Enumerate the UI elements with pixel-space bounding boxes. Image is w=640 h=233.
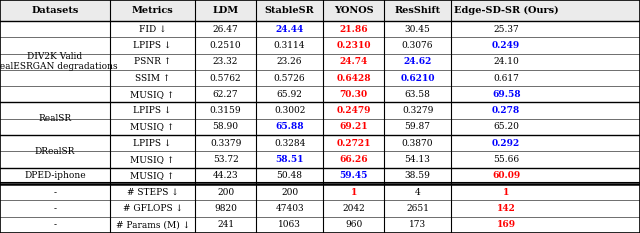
Text: 70.30: 70.30 bbox=[340, 90, 367, 99]
Text: StableSR: StableSR bbox=[265, 6, 314, 15]
Text: 65.88: 65.88 bbox=[275, 123, 304, 131]
Text: 4: 4 bbox=[415, 188, 420, 197]
Text: 58.90: 58.90 bbox=[212, 123, 239, 131]
Text: 142: 142 bbox=[497, 204, 516, 213]
Text: MUSIQ ↑: MUSIQ ↑ bbox=[131, 171, 175, 180]
Text: 21.86: 21.86 bbox=[339, 24, 368, 34]
Text: PSNR ↑: PSNR ↑ bbox=[134, 57, 172, 66]
Text: SSIM ↑: SSIM ↑ bbox=[135, 73, 170, 82]
Text: 59.87: 59.87 bbox=[404, 123, 431, 131]
Text: 0.249: 0.249 bbox=[492, 41, 520, 50]
Text: 65.92: 65.92 bbox=[276, 90, 303, 99]
Text: 24.62: 24.62 bbox=[403, 57, 432, 66]
Text: 0.292: 0.292 bbox=[492, 139, 520, 148]
Text: 62.27: 62.27 bbox=[212, 90, 239, 99]
Text: # Params (M) ↓: # Params (M) ↓ bbox=[116, 220, 189, 229]
Text: 200: 200 bbox=[217, 188, 234, 197]
Text: Edge-SD-SR (Ours): Edge-SD-SR (Ours) bbox=[454, 6, 559, 15]
Text: 0.2721: 0.2721 bbox=[337, 139, 371, 148]
Text: 0.3379: 0.3379 bbox=[210, 139, 241, 148]
Text: 55.66: 55.66 bbox=[493, 155, 519, 164]
Text: 66.26: 66.26 bbox=[339, 155, 368, 164]
Text: 47403: 47403 bbox=[275, 204, 304, 213]
Text: 0.3114: 0.3114 bbox=[274, 41, 305, 50]
Text: 63.58: 63.58 bbox=[404, 90, 431, 99]
Text: 0.5762: 0.5762 bbox=[210, 73, 241, 82]
Text: 0.2510: 0.2510 bbox=[210, 41, 241, 50]
Text: MUSIQ ↑: MUSIQ ↑ bbox=[131, 123, 175, 131]
Text: 0.3279: 0.3279 bbox=[402, 106, 433, 115]
Text: ResShift: ResShift bbox=[394, 6, 441, 15]
Text: 1: 1 bbox=[503, 188, 509, 197]
Text: LPIPS ↓: LPIPS ↓ bbox=[134, 139, 172, 148]
Text: 0.6210: 0.6210 bbox=[401, 73, 435, 82]
Text: 69.58: 69.58 bbox=[492, 90, 520, 99]
Text: 24.10: 24.10 bbox=[493, 57, 519, 66]
Text: 58.51: 58.51 bbox=[275, 155, 304, 164]
Text: -: - bbox=[54, 188, 56, 197]
Text: 38.59: 38.59 bbox=[404, 171, 431, 180]
Text: 0.3284: 0.3284 bbox=[274, 139, 305, 148]
Text: 169: 169 bbox=[497, 220, 516, 229]
Text: -: - bbox=[54, 204, 56, 213]
Text: 0.3159: 0.3159 bbox=[210, 106, 241, 115]
Text: 0.5726: 0.5726 bbox=[274, 73, 305, 82]
Text: 241: 241 bbox=[217, 220, 234, 229]
Text: 60.09: 60.09 bbox=[492, 171, 520, 180]
Text: 23.32: 23.32 bbox=[213, 57, 238, 66]
Text: # GFLOPS ↓: # GFLOPS ↓ bbox=[123, 204, 182, 213]
Text: 54.13: 54.13 bbox=[404, 155, 431, 164]
Text: Datasets: Datasets bbox=[31, 6, 79, 15]
Text: 1: 1 bbox=[351, 188, 356, 197]
Text: 50.48: 50.48 bbox=[276, 171, 303, 180]
Text: 2651: 2651 bbox=[406, 204, 429, 213]
Text: 200: 200 bbox=[281, 188, 298, 197]
Text: 24.74: 24.74 bbox=[339, 57, 368, 66]
Text: 0.6428: 0.6428 bbox=[336, 73, 371, 82]
Bar bbox=[0, 0, 640, 21]
Text: DPED-iphone: DPED-iphone bbox=[24, 171, 86, 180]
Text: LPIPS ↓: LPIPS ↓ bbox=[134, 41, 172, 50]
Text: DIV2K Valid
RealESRGAN degradations: DIV2K Valid RealESRGAN degradations bbox=[0, 52, 117, 71]
Text: 0.3870: 0.3870 bbox=[402, 139, 433, 148]
Text: 960: 960 bbox=[345, 220, 362, 229]
Text: 30.45: 30.45 bbox=[404, 24, 431, 34]
Text: # STEPS ↓: # STEPS ↓ bbox=[127, 188, 179, 197]
Text: -: - bbox=[54, 220, 56, 229]
Text: 2042: 2042 bbox=[342, 204, 365, 213]
Text: 1063: 1063 bbox=[278, 220, 301, 229]
Text: LPIPS ↓: LPIPS ↓ bbox=[134, 106, 172, 115]
Text: 0.3002: 0.3002 bbox=[274, 106, 305, 115]
Text: 25.37: 25.37 bbox=[493, 24, 519, 34]
Text: 65.20: 65.20 bbox=[493, 123, 519, 131]
Text: 173: 173 bbox=[409, 220, 426, 229]
Text: FID ↓: FID ↓ bbox=[139, 24, 166, 34]
Text: 24.44: 24.44 bbox=[275, 24, 304, 34]
Text: 0.2479: 0.2479 bbox=[337, 106, 371, 115]
Text: YONOS: YONOS bbox=[334, 6, 373, 15]
Text: 53.72: 53.72 bbox=[212, 155, 239, 164]
Text: DRealSR: DRealSR bbox=[35, 147, 76, 156]
Text: 0.2310: 0.2310 bbox=[337, 41, 371, 50]
Text: MUSIQ ↑: MUSIQ ↑ bbox=[131, 155, 175, 164]
Text: 44.23: 44.23 bbox=[212, 171, 239, 180]
Text: LDM: LDM bbox=[212, 6, 239, 15]
Text: 0.3076: 0.3076 bbox=[402, 41, 433, 50]
Text: 0.617: 0.617 bbox=[493, 73, 519, 82]
Text: 23.26: 23.26 bbox=[277, 57, 302, 66]
Text: 59.45: 59.45 bbox=[339, 171, 368, 180]
Text: 26.47: 26.47 bbox=[212, 24, 239, 34]
Text: 0.278: 0.278 bbox=[492, 106, 520, 115]
Text: MUSIQ ↑: MUSIQ ↑ bbox=[131, 90, 175, 99]
Text: RealSR: RealSR bbox=[38, 114, 72, 123]
Text: 69.21: 69.21 bbox=[339, 123, 368, 131]
Text: Metrics: Metrics bbox=[132, 6, 173, 15]
Text: 9820: 9820 bbox=[214, 204, 237, 213]
